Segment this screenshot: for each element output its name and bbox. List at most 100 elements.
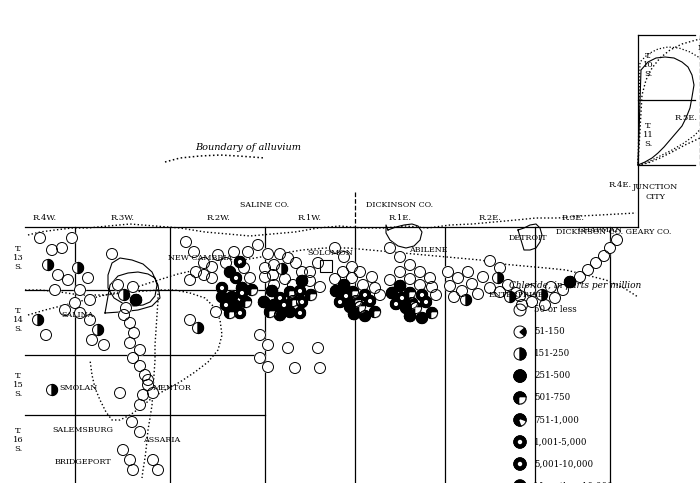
Wedge shape: [347, 286, 358, 298]
Text: T.
11
S.: T. 11 S.: [643, 122, 653, 148]
Circle shape: [269, 259, 279, 270]
Text: Boundary of alluvium: Boundary of alluvium: [195, 143, 301, 153]
Wedge shape: [225, 267, 235, 278]
Circle shape: [545, 282, 557, 293]
Circle shape: [395, 252, 405, 262]
Circle shape: [244, 272, 256, 284]
Wedge shape: [351, 296, 361, 307]
Wedge shape: [267, 285, 277, 297]
Circle shape: [279, 299, 290, 311]
Circle shape: [118, 444, 129, 455]
Text: R.1W.: R.1W.: [298, 214, 322, 222]
Wedge shape: [416, 313, 428, 324]
Wedge shape: [234, 256, 246, 268]
Wedge shape: [305, 289, 316, 300]
Wedge shape: [330, 285, 342, 297]
Circle shape: [234, 277, 237, 279]
Wedge shape: [288, 296, 298, 307]
Wedge shape: [564, 276, 575, 287]
Text: T.
15
S.: T. 15 S.: [13, 372, 23, 398]
Wedge shape: [360, 307, 365, 313]
Wedge shape: [514, 480, 526, 483]
Circle shape: [477, 271, 489, 283]
Circle shape: [125, 455, 136, 466]
Wedge shape: [330, 285, 342, 297]
Text: R.1E.: R.1E.: [389, 214, 412, 222]
Text: T.
16
S.: T. 16 S.: [13, 427, 23, 453]
Wedge shape: [514, 370, 526, 382]
Wedge shape: [432, 313, 438, 318]
Circle shape: [493, 272, 503, 284]
Circle shape: [41, 329, 52, 341]
Wedge shape: [396, 293, 407, 303]
Wedge shape: [230, 272, 241, 284]
Circle shape: [274, 248, 286, 259]
Circle shape: [220, 299, 232, 311]
Wedge shape: [48, 259, 53, 270]
Circle shape: [524, 284, 536, 296]
Circle shape: [241, 292, 244, 294]
Circle shape: [370, 307, 381, 317]
Text: CHAPMAN: CHAPMAN: [578, 226, 622, 234]
Wedge shape: [295, 285, 305, 297]
Circle shape: [74, 284, 85, 296]
Circle shape: [304, 267, 316, 278]
Circle shape: [120, 302, 132, 313]
Wedge shape: [520, 420, 526, 426]
Wedge shape: [216, 292, 228, 302]
Wedge shape: [295, 308, 305, 318]
Circle shape: [239, 261, 241, 263]
Circle shape: [283, 342, 293, 354]
Circle shape: [297, 267, 307, 278]
Circle shape: [536, 289, 547, 300]
Wedge shape: [391, 298, 402, 310]
Circle shape: [74, 308, 85, 318]
Wedge shape: [258, 297, 270, 308]
Circle shape: [269, 299, 279, 311]
Circle shape: [395, 267, 405, 278]
Wedge shape: [360, 311, 370, 322]
Circle shape: [395, 281, 405, 292]
Wedge shape: [542, 289, 547, 300]
Wedge shape: [400, 302, 412, 313]
Wedge shape: [349, 309, 360, 319]
Circle shape: [421, 297, 431, 308]
Circle shape: [444, 281, 456, 292]
Wedge shape: [356, 301, 361, 307]
Wedge shape: [225, 308, 235, 318]
Wedge shape: [274, 310, 286, 321]
Circle shape: [130, 295, 141, 306]
Circle shape: [239, 312, 241, 314]
Text: DICKINSON CO.: DICKINSON CO.: [366, 201, 433, 209]
Circle shape: [365, 296, 375, 307]
Circle shape: [206, 272, 218, 284]
Circle shape: [188, 246, 199, 257]
Circle shape: [279, 273, 290, 284]
Circle shape: [137, 389, 148, 400]
Text: SALINA: SALINA: [62, 311, 94, 319]
Circle shape: [288, 296, 298, 307]
Circle shape: [225, 308, 235, 318]
Wedge shape: [520, 328, 526, 336]
Circle shape: [347, 286, 358, 298]
Circle shape: [346, 261, 358, 272]
Wedge shape: [52, 384, 57, 396]
Wedge shape: [220, 299, 232, 311]
Circle shape: [421, 294, 424, 297]
Circle shape: [407, 298, 417, 309]
Wedge shape: [284, 286, 295, 298]
Circle shape: [148, 387, 158, 398]
Circle shape: [414, 280, 426, 290]
Circle shape: [391, 298, 402, 310]
Circle shape: [246, 284, 258, 296]
Circle shape: [265, 307, 276, 317]
Circle shape: [62, 274, 74, 285]
Wedge shape: [230, 313, 235, 318]
Circle shape: [300, 300, 303, 303]
Circle shape: [284, 307, 295, 317]
Wedge shape: [370, 307, 381, 317]
Circle shape: [216, 292, 228, 302]
Circle shape: [367, 271, 377, 283]
Wedge shape: [246, 284, 258, 296]
Circle shape: [517, 299, 528, 311]
